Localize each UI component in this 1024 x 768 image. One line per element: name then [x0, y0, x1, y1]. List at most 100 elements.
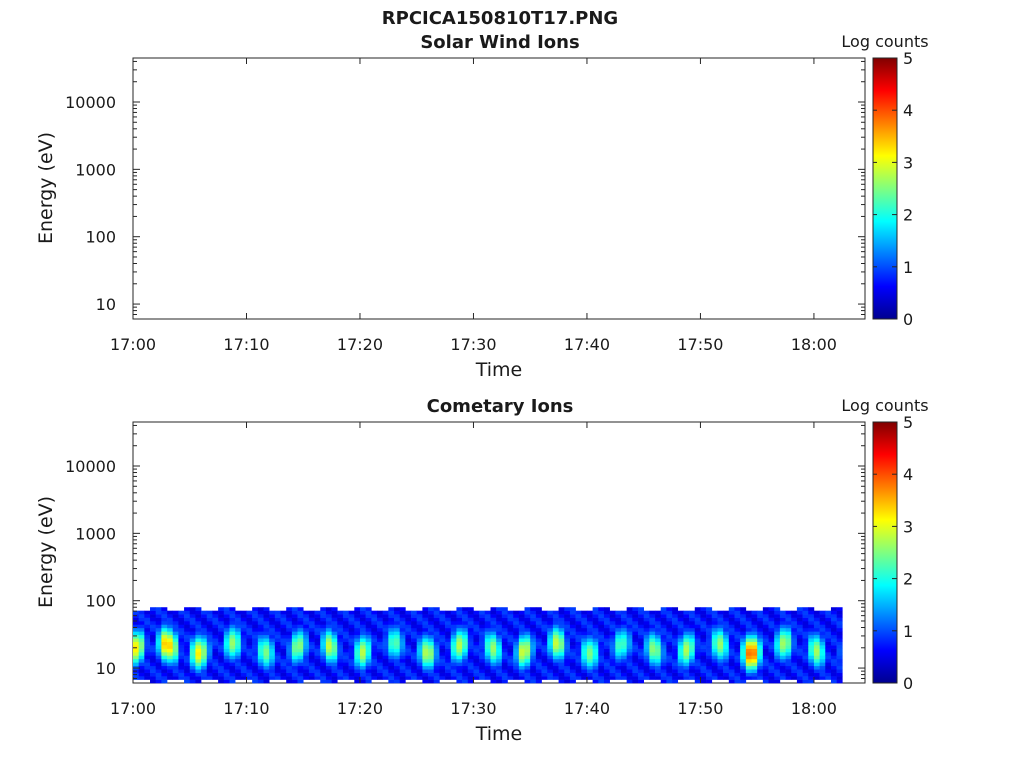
spectrogram-cell [411, 614, 418, 618]
spectrogram-cell [592, 669, 599, 673]
spectrogram-cell [638, 641, 644, 646]
spectrogram-cell [167, 624, 174, 629]
spectrogram-cell [167, 641, 174, 646]
spectrogram-cell [825, 648, 832, 653]
spectrogram-cell [791, 627, 798, 632]
spectrogram-cell [575, 658, 582, 663]
spectrogram-cell [433, 676, 440, 680]
spectrogram-cell [819, 614, 826, 618]
spectrogram-cell [694, 669, 701, 673]
spectrogram-cell [586, 658, 593, 663]
spectrogram-cell [586, 645, 593, 649]
spectrogram-cell [371, 627, 378, 632]
spectrogram-cell [286, 621, 293, 625]
spectrogram-cell [144, 614, 151, 618]
spectrogram-cell [467, 631, 474, 636]
spectrogram-cell [365, 614, 372, 618]
spectrogram-cell [558, 665, 565, 670]
spectrogram-cell [677, 641, 684, 646]
spectrogram-cell [450, 621, 457, 625]
spectrogram-cell [575, 638, 582, 642]
spectrogram-cell [586, 631, 593, 636]
spectrogram-cell [490, 627, 497, 632]
spectrogram-cell [564, 638, 571, 642]
spectrogram-cell [484, 658, 491, 663]
spectrogram-cell [649, 652, 656, 656]
spectrogram-cell [530, 610, 537, 615]
spectrogram-cell [501, 648, 508, 653]
spectrogram-cell [297, 634, 304, 639]
spectrogram-cell [246, 665, 253, 670]
spectrogram-cell [212, 641, 219, 646]
spectrogram-cell [394, 631, 400, 636]
spectrogram-cell [365, 665, 372, 670]
spectrogram-cell [768, 621, 775, 625]
spectrogram-cell [632, 679, 639, 684]
spectrogram-cell [235, 624, 242, 629]
spectrogram-cell [331, 638, 338, 642]
y-axis-label: Energy (eV) [35, 132, 57, 244]
spectrogram-cell [689, 638, 696, 642]
spectrogram-cell [524, 679, 531, 684]
spectrogram-cell [354, 679, 361, 684]
spectrogram-cell [422, 617, 429, 622]
spectrogram-cell [728, 652, 735, 656]
spectrogram-cell [490, 645, 497, 649]
spectrogram-cell [552, 624, 559, 629]
spectrogram-cell [297, 658, 304, 663]
spectrogram-cell [394, 627, 400, 632]
spectrogram-cell [201, 614, 208, 618]
spectrogram-cell [632, 631, 639, 636]
spectrogram-cell [666, 641, 673, 646]
spectrogram-cell [513, 614, 520, 618]
spectrogram-cell [518, 662, 525, 667]
spectrogram-cell [223, 662, 230, 667]
spectrogram-cell [450, 645, 457, 649]
spectrogram-cell [286, 662, 293, 667]
spectrogram-cell [717, 631, 724, 636]
spectrogram-cell [808, 641, 815, 646]
x-tick-label: 17:40 [564, 335, 610, 354]
spectrogram-cell [672, 658, 679, 663]
spectrogram-cell [768, 658, 775, 663]
spectrogram-cell [694, 676, 701, 680]
spectrogram-cell [547, 672, 554, 677]
spectrogram-cell [405, 665, 412, 670]
spectrogram-cell [660, 621, 667, 625]
spectrogram-cell [728, 648, 735, 653]
spectrogram-cell [297, 665, 304, 670]
spectrogram-cell [303, 658, 310, 663]
x-axis-label: Time [475, 359, 523, 381]
spectrogram-cell [740, 634, 747, 639]
spectrogram-cell [269, 610, 276, 615]
spectrogram-cell [530, 665, 537, 670]
spectrogram-cell [621, 665, 627, 670]
spectrogram-cell [212, 662, 219, 667]
spectrogram-cell [796, 665, 803, 670]
spectrogram-cell [303, 652, 310, 656]
spectrogram-cell [513, 624, 520, 629]
spectrogram-cell [223, 614, 230, 618]
spectrogram-cell [638, 672, 644, 677]
spectrogram-cell [303, 614, 310, 618]
spectrogram-cell [274, 648, 281, 653]
spectrogram-cell [643, 624, 650, 629]
spectrogram-cell [354, 624, 361, 629]
spectrogram-cell [836, 627, 843, 632]
spectrogram-cell [473, 638, 480, 642]
spectrogram-cell [677, 631, 684, 636]
spectrogram-cell [223, 631, 230, 636]
spectrogram-cell [405, 617, 412, 622]
spectrogram-cell [706, 655, 713, 660]
spectrogram-cell [830, 672, 837, 677]
spectrogram-cell [836, 610, 843, 615]
spectrogram-cell [450, 610, 457, 615]
spectrogram-cell [144, 655, 151, 660]
spectrogram-cell [672, 645, 679, 649]
spectrogram-cell [723, 631, 730, 636]
spectrogram-cell [655, 648, 662, 653]
x-tick-label: 17:20 [337, 699, 383, 718]
spectrogram-cell [603, 662, 610, 667]
spectrogram-cell [212, 665, 219, 670]
spectrogram-cell [269, 672, 276, 677]
